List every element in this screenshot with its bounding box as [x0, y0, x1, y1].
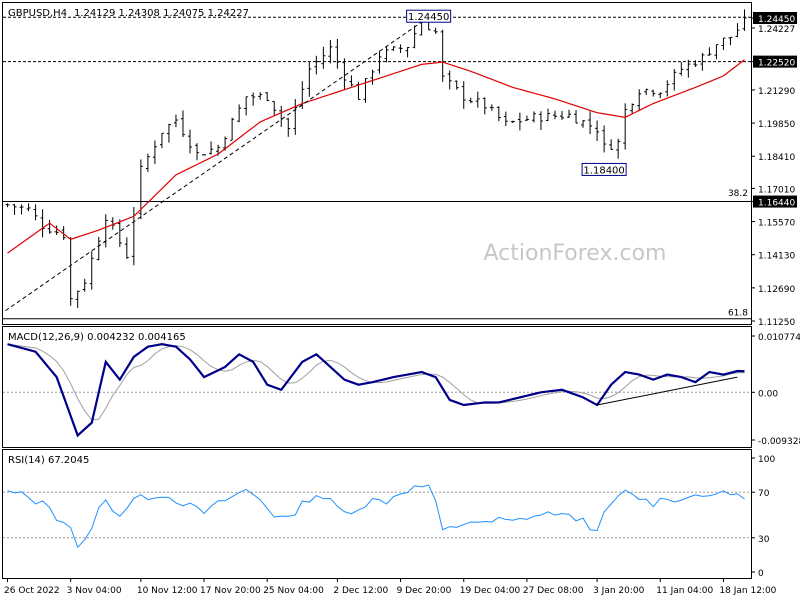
price-tick-label: 1.22520: [758, 59, 795, 69]
price-tick-box: [753, 55, 797, 68]
price-tick-label: 1.21290: [758, 87, 795, 97]
macd-axis: 0.010774 0.00 -0.009328: [751, 333, 800, 447]
rsi-panel: [2, 449, 752, 579]
price-callout: 1.24450: [408, 12, 449, 23]
price-tick-box: [753, 195, 797, 208]
price-tick-label: 1.11250: [758, 318, 795, 328]
price-tick-label: 1.18410: [758, 153, 795, 163]
macd-tick-label: 0.00: [758, 389, 778, 399]
fib-label: 38.2: [728, 189, 748, 199]
time-tick-label: 18 Jan 12:00: [719, 586, 776, 596]
ohlc-readout: 1.24129 1.24308 1.24075 1.24227: [74, 8, 249, 19]
macd-plot: [3, 343, 751, 438]
price-tick-label: 1.12690: [758, 285, 795, 295]
fib-label: 61.8: [728, 309, 748, 319]
price-callout-box: [581, 162, 627, 176]
price-panel: [2, 2, 752, 325]
moving-average-line: [7, 59, 745, 254]
time-tick-label: 2 Dec 12:00: [333, 586, 388, 596]
price-tick-label: 1.14130: [758, 252, 795, 262]
price-tick-label: 1.15570: [758, 219, 795, 229]
price-tick-label: 1.19850: [758, 120, 795, 130]
macd-tick-label: -0.009328: [758, 437, 800, 447]
price-tick-label: 1.17010: [758, 185, 795, 195]
rsi-tick-label: 70: [758, 489, 770, 499]
price-callout: 1.18400: [583, 165, 624, 176]
price-plot: 38.2 61.8 1.24450 1.18400: [3, 9, 751, 320]
macd-signal-line: [7, 343, 745, 421]
macd-tick-label: 0.010774: [758, 333, 800, 343]
time-axis: 26 Oct 2022 3 Nov 04:00 10 Nov 12:00 17 Nov…: [4, 578, 777, 596]
watermark: ActionForex.com: [484, 241, 667, 266]
time-tick-label: 10 Nov 12:00: [137, 586, 198, 596]
rsi-axis: 100 70 30 0: [751, 455, 775, 579]
time-tick-label: 19 Dec 04:00: [460, 586, 521, 596]
rsi-tick-label: 30: [758, 535, 770, 545]
macd-label: MACD(12,26,9) 0.004232 0.004165: [8, 332, 186, 343]
rsi-plot: [3, 484, 751, 549]
macd-line: [7, 343, 745, 438]
price-tick-label: 1.16440: [758, 199, 795, 209]
time-tick-label: 9 Dec 20:00: [397, 586, 452, 596]
time-tick-label: 11 Jan 04:00: [656, 586, 713, 596]
time-tick-label: 3 Nov 04:00: [67, 586, 122, 596]
time-tick-label: 26 Oct 2022: [4, 586, 60, 596]
rsi-label: RSI(14) 67.2045: [8, 455, 89, 466]
macd-panel: [2, 326, 752, 448]
trendline: [5, 16, 429, 312]
time-tick-label: 27 Dec 08:00: [523, 586, 584, 596]
time-tick-label: 25 Nov 04:00: [263, 586, 324, 596]
rsi-line: [7, 484, 745, 549]
price-tick-label: 1.24450: [758, 15, 795, 25]
price-tick-box: [753, 12, 797, 24]
time-tick-label: 17 Nov 20:00: [200, 586, 261, 596]
rsi-tick-label: 100: [758, 455, 775, 465]
time-tick-label: 3 Jan 20:00: [593, 586, 645, 596]
macd-trendline: [596, 376, 738, 406]
rsi-tick-label: 0: [758, 569, 764, 579]
price-tick-label: 1.24227: [758, 25, 795, 35]
symbol-label: GBPUSD,H4: [8, 8, 67, 19]
price-callout-box: [406, 9, 452, 23]
